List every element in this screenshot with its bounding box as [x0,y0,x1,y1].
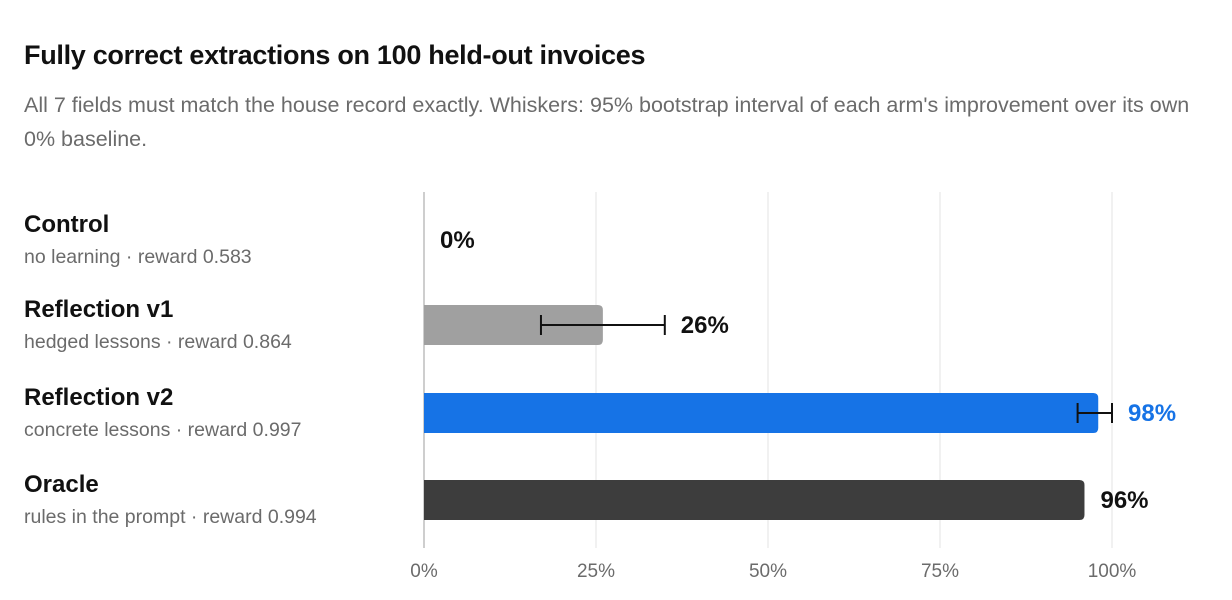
x-tick-label-25: 25% [577,561,615,582]
x-tick-label-100: 100% [1088,561,1137,582]
row-label-reflection-v2: Reflection v2 [24,384,173,411]
row-label-reflection-v1: Reflection v1 [24,296,173,323]
row-sublabel-reflection-v2: concrete lessons · reward 0.997 [24,419,301,441]
whisker-reflection-v1 [539,315,666,335]
row-sublabel-oracle: rules in the prompt · reward 0.994 [24,506,317,528]
x-tick-label-0: 0% [410,561,438,582]
chart-subtitle: All 7 fields must match the house record… [24,93,1190,151]
bars [424,305,1099,520]
bar-reflection-v2 [424,393,1099,433]
x-tick-label-50: 50% [749,561,787,582]
row-label-oracle: Oracle [24,471,99,498]
value-label-reflection-v1: 26% [681,312,729,339]
row-sublabel-reflection-v1: hedged lessons · reward 0.864 [24,331,292,353]
row-label-control: Control [24,211,109,238]
row-labels: Control no learning · reward 0.583 Reflect… [24,211,317,528]
bar-reflection-v1 [424,305,603,345]
value-label-control: 0% [440,227,475,254]
value-label-reflection-v2: 98% [1128,400,1176,427]
bar-oracle [424,480,1085,520]
row-sublabel-control: no learning · reward 0.583 [24,246,252,268]
whisker-reflection-v2 [1076,403,1113,423]
x-tick-label-75: 75% [921,561,959,582]
error-whiskers [539,315,1113,423]
x-axis: 0% 25% 50% 75% 100% [410,561,1136,582]
value-labels: 0% 26% 98% 96% [440,227,1176,514]
chart-title: Fully correct extractions on 100 held-ou… [24,40,646,70]
value-label-oracle: 96% [1100,487,1148,514]
